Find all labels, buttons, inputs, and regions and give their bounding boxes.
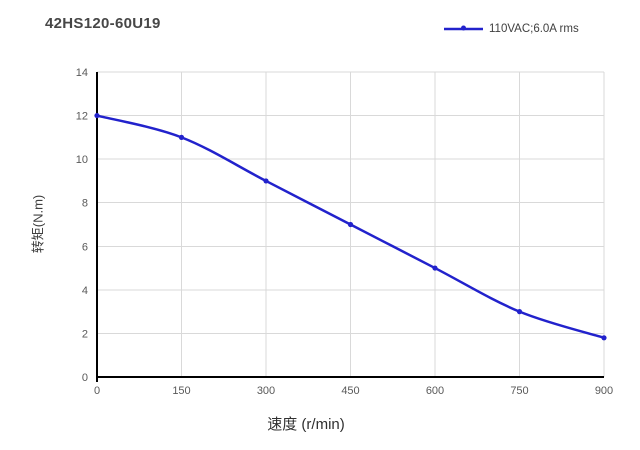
chart-title: 42HS120-60U19: [45, 15, 161, 32]
data-point-marker: [516, 309, 523, 315]
data-point-marker: [263, 178, 269, 184]
x-axis-title: 速度 (r/min): [267, 416, 345, 433]
y-tick-label: 0: [82, 372, 88, 384]
x-tick-label: 0: [94, 385, 100, 397]
legend: 110VAC;6.0A rms: [443, 23, 579, 35]
x-tick-label: 300: [257, 385, 275, 397]
data-point-marker: [347, 221, 354, 228]
y-tick-label: 14: [76, 67, 88, 79]
y-tick-label: 2: [82, 328, 88, 340]
data-point-marker: [432, 265, 438, 271]
x-tick-label: 750: [510, 385, 528, 397]
y-tick-label: 6: [82, 241, 88, 253]
y-tick-label: 12: [76, 111, 88, 123]
x-tick-label: 600: [426, 385, 444, 397]
y-tick-label: 4: [82, 285, 88, 297]
data-point-marker: [178, 134, 185, 140]
y-tick-label: 10: [76, 154, 88, 166]
legend-line-marker-icon: [444, 25, 483, 31]
x-tick-label: 150: [172, 385, 190, 397]
data-point-marker: [94, 112, 100, 119]
x-tick-label: 900: [595, 385, 613, 397]
y-tick-label: 8: [82, 198, 88, 210]
x-tick-label: 450: [341, 385, 359, 397]
y-axis-title: 转矩(N.m): [30, 194, 46, 254]
legend-label: 110VAC;6.0A rms: [489, 23, 579, 35]
data-point-marker: [601, 335, 607, 341]
